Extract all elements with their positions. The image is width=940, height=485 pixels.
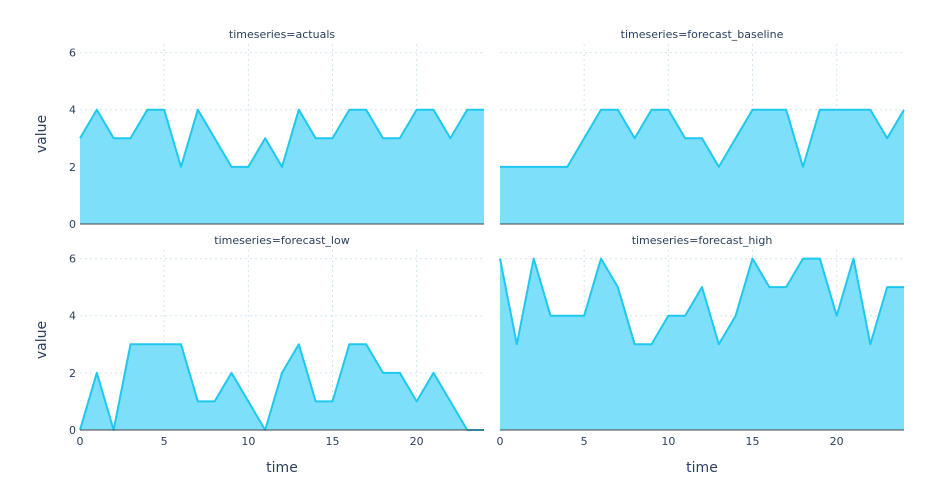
panel-4-area-fill [500,258,904,430]
panel-4-x-tick-label: 0 [497,435,504,448]
panel-4-x-tick-label: 5 [581,435,588,448]
panel-1-y-tick-label: 2 [69,161,76,174]
y-axis-title: value [34,321,50,359]
x-axis-title: time [686,460,718,476]
panel-1-y-tick-label: 0 [69,218,76,231]
panel-1-series-line [79,108,484,168]
panel-4-x-tick-label: 15 [746,435,760,448]
panel-3-y-tick-label: 4 [69,310,76,323]
x-axis-title: time [266,460,298,476]
panel-1-y-tick-label: 6 [69,47,76,60]
panel-1-title: timeseries=actuals [229,28,336,41]
panel-3-title: timeseries=forecast_low [214,234,349,247]
panel-3-y-tick-label: 0 [69,424,76,437]
panel-3-y-tick-label: 2 [69,367,76,380]
panel-4-series-line [499,257,904,346]
panel-3-area-fill [80,344,484,430]
panel-2-area-fill [500,109,904,224]
y-axis-title: value [34,115,50,153]
panel-3-series-line [79,343,484,431]
panel-4-x-tick-label: 10 [661,435,675,448]
panel-3-x-tick-label: 15 [326,435,340,448]
panel-3-x-tick-label: 10 [241,435,255,448]
panel-3-x-tick-label: 20 [410,435,424,448]
panel-3-x-tick-label: 0 [77,435,84,448]
panel-2-series-line [500,108,905,168]
panel-4-x-tick-label: 20 [830,435,844,448]
panel-2-title: timeseries=forecast_baseline [621,28,784,41]
panel-1-y-tick-label: 4 [69,104,76,117]
panel-3-y-tick-label: 6 [69,253,76,266]
panel-3-x-tick-label: 5 [161,435,168,448]
panel-4-title: timeseries=forecast_high [632,234,773,247]
